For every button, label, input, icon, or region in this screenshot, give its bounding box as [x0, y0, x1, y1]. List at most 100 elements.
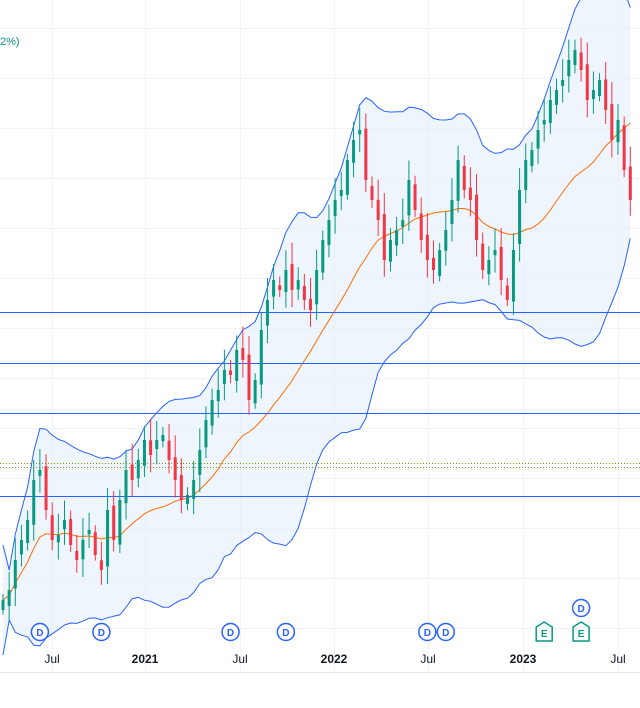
- candle-up: [118, 500, 122, 545]
- candle-up: [548, 100, 552, 123]
- candle-down: [44, 466, 48, 510]
- candle-up: [198, 450, 202, 475]
- candle-up: [345, 160, 349, 195]
- candle-down: [628, 166, 632, 200]
- dividend-circle: [30, 622, 50, 642]
- candle-up: [259, 330, 263, 385]
- time-axis-label: Jul: [610, 652, 625, 666]
- time-axis-label: Jul: [420, 652, 435, 666]
- candle-up: [616, 120, 620, 143]
- candle-up: [106, 510, 110, 567]
- dividend-marker[interactable]: D: [221, 622, 240, 642]
- dividend-label: D: [282, 628, 289, 639]
- candle-up: [13, 560, 17, 589]
- candle-up: [216, 390, 220, 402]
- candle-up: [518, 190, 522, 245]
- candle-down: [475, 194, 479, 240]
- candle-up: [493, 250, 497, 256]
- candle-down: [278, 285, 282, 290]
- candle-up: [561, 80, 565, 86]
- time-axis-label: 2022: [321, 652, 348, 666]
- candle-up: [155, 440, 159, 450]
- candle-up: [210, 400, 214, 426]
- earnings-label: E: [541, 629, 548, 640]
- time-axis-label: Jul: [232, 652, 247, 666]
- dividend-marker[interactable]: D: [30, 622, 50, 642]
- dividend-marker[interactable]: D: [436, 622, 456, 642]
- candle-down: [93, 532, 97, 555]
- earnings-label: E: [578, 629, 585, 640]
- candle-down: [247, 354, 251, 400]
- candle-up: [567, 60, 571, 77]
- earnings-marker[interactable]: E: [572, 621, 590, 642]
- candle-down: [75, 550, 79, 560]
- candle-up: [1, 600, 5, 610]
- earnings-shape: [535, 621, 553, 642]
- candle-up: [555, 90, 558, 105]
- horizontal-levels[interactable]: [0, 312, 640, 497]
- candle-down: [419, 213, 423, 240]
- dividend-label: D: [36, 628, 43, 639]
- dividend-circle: [92, 622, 111, 642]
- candle-up: [204, 420, 208, 448]
- candle-up: [438, 250, 442, 276]
- candle-up: [395, 230, 399, 246]
- candle-up: [327, 220, 331, 246]
- bollinger-band-fill: [3, 0, 631, 655]
- dividend-circle: [418, 622, 437, 642]
- candle-up: [186, 495, 189, 505]
- dividend-circle: [221, 622, 240, 642]
- candle-down: [167, 440, 171, 460]
- bollinger-upper-line: [2, 0, 631, 571]
- candle-up: [542, 120, 546, 125]
- candle-down: [50, 515, 54, 540]
- candle-up: [456, 160, 460, 201]
- candle-up: [530, 150, 534, 166]
- candle-up: [19, 540, 23, 555]
- legend-fragment: 2%): [0, 36, 20, 48]
- dividend-circle: [436, 622, 456, 642]
- dividend-marker[interactable]: D: [276, 622, 296, 642]
- candle-down: [468, 187, 472, 200]
- time-axis-label: 2023: [510, 652, 537, 666]
- candle-down: [370, 185, 374, 200]
- candle-up: [265, 300, 269, 326]
- event-markers[interactable]: D D D D D D E ED: [30, 598, 591, 642]
- dividend-label: D: [98, 628, 105, 639]
- candle-down: [241, 348, 245, 360]
- candle-down: [130, 464, 134, 480]
- candle-up: [358, 130, 362, 135]
- dividend-label: D: [227, 628, 234, 639]
- candle-up: [315, 270, 319, 305]
- candle-up: [56, 535, 60, 543]
- candle-up: [352, 140, 356, 163]
- candle-down: [499, 246, 503, 280]
- candle-up: [253, 380, 257, 404]
- time-axis-label: 2021: [132, 652, 159, 666]
- candle-up: [388, 240, 392, 262]
- candle-down: [432, 257, 435, 270]
- candle-down: [229, 370, 233, 375]
- candle-up: [339, 190, 343, 196]
- candle-down: [505, 285, 509, 300]
- candle-up: [296, 280, 300, 290]
- earnings-shape: [572, 621, 590, 642]
- candle-down: [149, 440, 153, 455]
- dividend-marker[interactable]: D: [92, 622, 111, 642]
- dividend-marker[interactable]: D: [418, 622, 437, 642]
- dividend-marker[interactable]: D: [571, 598, 591, 618]
- candle-up: [87, 530, 91, 535]
- candle-down: [302, 285, 306, 300]
- candle-up: [333, 200, 337, 217]
- candle-up: [598, 80, 602, 96]
- dividend-circle: [571, 598, 591, 618]
- candle-up: [407, 180, 411, 216]
- candle-down: [112, 505, 116, 540]
- candle-up: [32, 480, 36, 525]
- candle-down: [364, 128, 368, 180]
- earnings-marker[interactable]: E: [535, 621, 553, 642]
- dividend-label: D: [424, 628, 431, 639]
- candle-down: [610, 104, 614, 140]
- time-axis[interactable]: Jul 2021 Jul 2022 Jul 2023 Jul: [44, 652, 625, 666]
